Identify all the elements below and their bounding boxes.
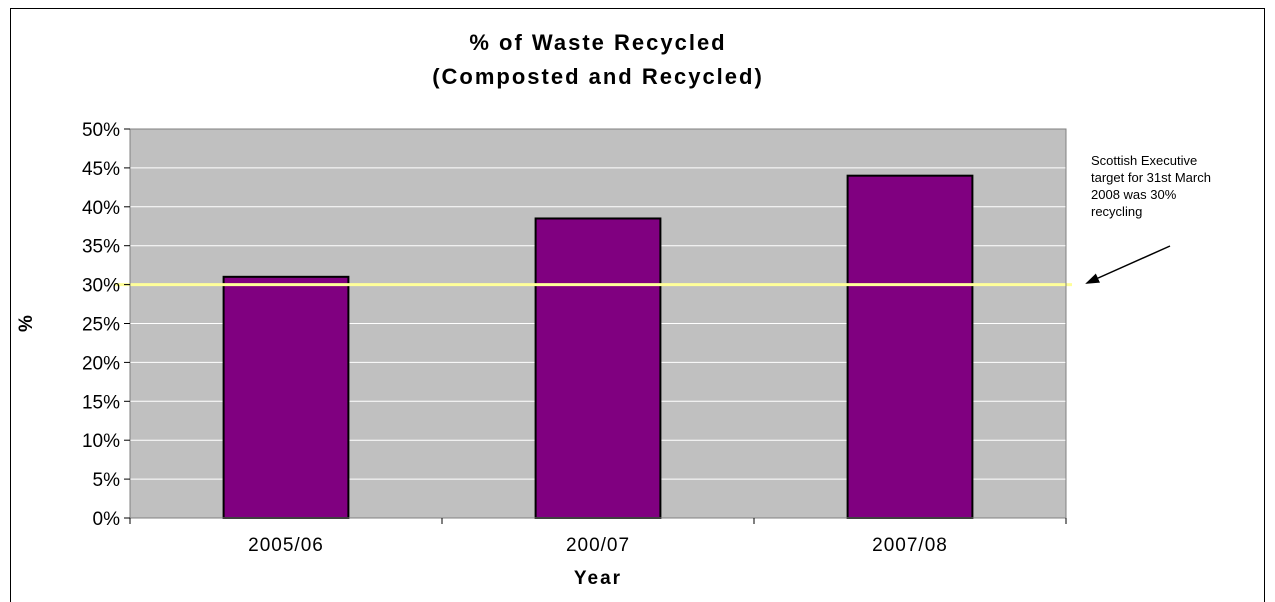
y-tick-label: 0%: [93, 509, 121, 530]
y-tick-label: 35%: [82, 237, 120, 258]
y-tick-label: 20%: [82, 353, 120, 374]
target-annotation: Scottish Executive target for 31st March 2…: [1091, 153, 1211, 219]
y-axis-label: %: [16, 315, 37, 332]
chart-title-line-2: (Composted and Recycled): [432, 64, 764, 89]
y-tick-label: 40%: [82, 198, 120, 219]
y-tick-label: 10%: [82, 431, 120, 452]
annotation-line: target for 31st March: [1091, 170, 1211, 185]
annotation-line: recycling: [1091, 204, 1142, 219]
annotation-line: 2008 was 30%: [1091, 187, 1177, 202]
y-tick-labels: 0% 5% 10% 15% 20% 25% 30% 35% 40% 45% 50%: [82, 120, 120, 530]
y-tick-label: 5%: [93, 470, 121, 491]
chart-frame: [10, 8, 1265, 602]
bar-200-07: [534, 217, 662, 519]
x-tick-label: 2007/08: [872, 535, 948, 556]
y-tick-label: 50%: [82, 120, 120, 141]
x-tick-label: 2005/06: [248, 535, 324, 556]
x-tick-labels: 2005/06 200/07 2007/08: [248, 535, 948, 556]
bar-2005-06: [222, 275, 350, 519]
x-tick-label: 200/07: [566, 535, 630, 556]
chart-title-line-1: % of Waste Recycled: [469, 30, 727, 55]
y-tick-label: 30%: [82, 276, 120, 297]
x-axis-label: Year: [574, 568, 622, 589]
annotation-arrow: [1085, 245, 1171, 284]
y-tick-marks: [124, 128, 130, 519]
bar-2007-08: [846, 174, 974, 519]
annotation-line: Scottish Executive: [1091, 153, 1197, 168]
x-tick-marks: [129, 518, 1067, 524]
y-tick-label: 45%: [82, 159, 120, 180]
bars: [222, 174, 974, 519]
y-tick-label: 15%: [82, 392, 120, 413]
y-tick-label: 25%: [82, 315, 120, 336]
